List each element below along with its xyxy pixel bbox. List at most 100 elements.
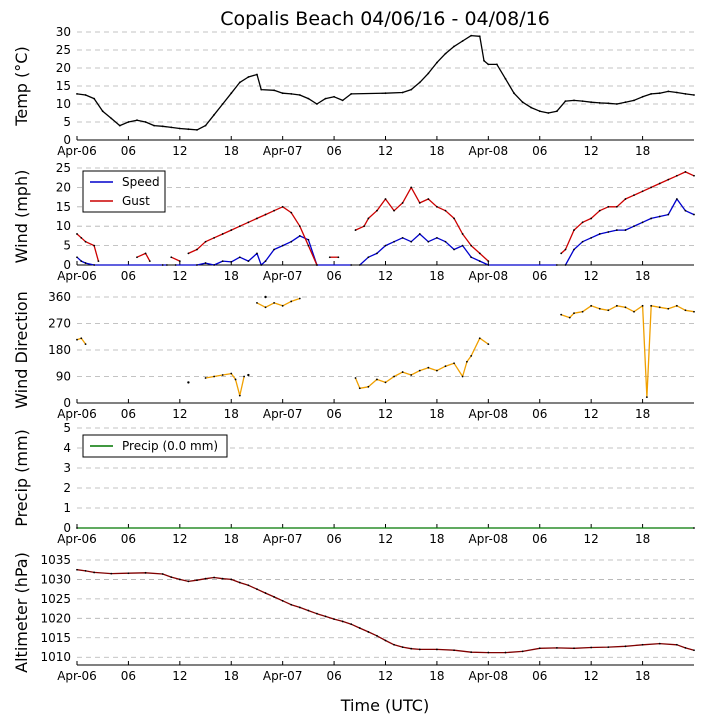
data-point	[84, 343, 87, 346]
data-point	[256, 301, 258, 304]
data-point	[650, 304, 653, 307]
data-point	[290, 93, 293, 95]
data-point	[641, 190, 644, 193]
y-tick-label: 30	[56, 25, 71, 39]
x-tick-label: 18	[224, 269, 239, 283]
data-point	[418, 202, 421, 204]
data-point	[436, 648, 438, 651]
x-tick-label: Apr-07	[263, 144, 303, 158]
data-point	[645, 396, 648, 399]
x-tick-label: Apr-08	[469, 669, 509, 683]
x-tick-label: 12	[172, 269, 187, 283]
data-point	[221, 233, 224, 235]
data-point	[461, 244, 464, 247]
y-tick-label: 0	[63, 521, 71, 535]
data-point	[418, 81, 421, 84]
data-point	[560, 252, 563, 255]
data-point	[80, 337, 83, 340]
x-tick-label: 06	[532, 532, 547, 546]
data-point	[444, 209, 447, 212]
data-point	[684, 646, 687, 649]
data-point	[350, 623, 353, 626]
x-tick-label: 12	[172, 532, 187, 546]
data-point	[118, 124, 121, 127]
x-tick-label: Apr-07	[263, 669, 303, 683]
data-point	[564, 248, 567, 251]
data-point	[453, 649, 455, 652]
x-tick-label: 12	[378, 407, 393, 421]
data-point	[260, 264, 263, 266]
y-tick-label: 5	[63, 239, 71, 253]
y-tick-label: 3	[63, 461, 71, 475]
y-tick-label: 5	[63, 421, 71, 435]
data-point	[84, 94, 87, 96]
y-tick-label: 270	[48, 317, 71, 331]
data-point	[281, 599, 284, 602]
series-line-temperature	[76, 34, 695, 131]
data-point	[590, 217, 593, 220]
data-point	[487, 264, 490, 266]
data-point	[76, 338, 78, 341]
data-point	[393, 209, 395, 212]
data-point	[97, 260, 100, 263]
data-point	[384, 244, 387, 247]
data-point	[658, 306, 661, 309]
data-point	[568, 316, 571, 319]
x-tick-label: 06	[121, 669, 136, 683]
data-point	[470, 651, 473, 654]
x-tick-label: 06	[326, 669, 341, 683]
data-point	[161, 264, 164, 266]
data-point	[166, 264, 168, 266]
data-point	[598, 233, 601, 235]
x-tick-label: 12	[172, 669, 187, 683]
data-point	[350, 93, 353, 95]
data-point	[607, 231, 610, 233]
data-point	[367, 385, 370, 388]
data-point	[76, 233, 78, 235]
data-point	[461, 375, 464, 378]
data-point	[290, 603, 293, 606]
data-point	[487, 63, 490, 66]
data-point	[393, 643, 395, 646]
x-tick-label: Apr-08	[469, 269, 509, 283]
data-point	[341, 99, 344, 102]
data-point	[187, 381, 190, 384]
data-point	[410, 374, 413, 376]
data-point	[624, 645, 627, 648]
data-point	[427, 366, 430, 369]
data-point	[161, 125, 164, 128]
data-point	[264, 295, 267, 299]
data-point	[204, 377, 207, 379]
data-point	[196, 129, 198, 131]
x-tick-label: 12	[584, 144, 599, 158]
x-tick-label: 12	[584, 269, 599, 283]
data-point	[667, 90, 670, 93]
data-point	[333, 618, 335, 621]
x-tick-label: 06	[326, 407, 341, 421]
x-tick-label: 18	[635, 532, 650, 546]
data-point	[93, 571, 96, 574]
data-point	[401, 646, 404, 649]
data-point	[684, 93, 687, 95]
x-tick-label: 06	[121, 269, 136, 283]
y-tick-label: 360	[48, 290, 71, 304]
x-tick-label: 06	[326, 144, 341, 158]
data-point	[513, 92, 515, 95]
data-point	[693, 649, 695, 652]
data-point	[273, 209, 275, 212]
x-tick-label: 06	[326, 532, 341, 546]
data-point	[238, 256, 241, 259]
x-tick-label: 12	[378, 532, 393, 546]
data-point	[358, 387, 361, 390]
data-point	[247, 584, 250, 587]
data-point	[436, 236, 438, 239]
data-point	[624, 198, 627, 200]
data-point	[487, 260, 490, 263]
panel-altimeter: 1010 1015 1020 1025 1030 1035 Apr-06 06 12 18 Apr-…	[12, 552, 695, 683]
data-point	[384, 381, 387, 384]
data-point	[641, 304, 644, 307]
data-point	[658, 642, 661, 645]
y-tick-label: 0	[63, 133, 71, 147]
data-point	[607, 102, 610, 105]
data-point	[153, 124, 156, 127]
